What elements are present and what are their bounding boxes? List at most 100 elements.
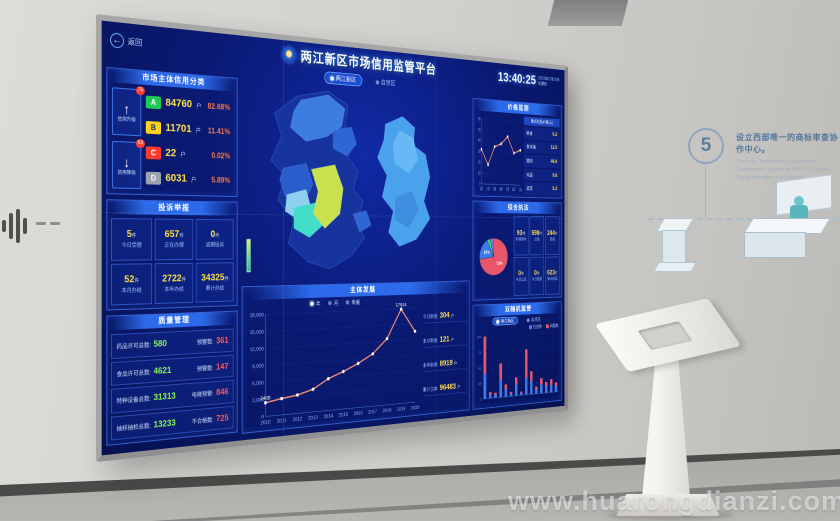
price-list: 重点商品价格(元) 粮食 6.2 食用油 12.5 xyxy=(523,116,560,196)
price-row: 蔬菜 5.2 xyxy=(523,182,560,196)
credit-rows: A 84760 户 82.68% B 11701 户 11.41% xyxy=(145,90,233,192)
quality-total: 4621 xyxy=(153,364,172,376)
kiosk-column xyxy=(642,350,690,498)
svg-text:2013: 2013 xyxy=(308,415,318,422)
stat-label: 今日立案 xyxy=(515,277,527,282)
credit-downgrade-box[interactable]: 63 ↓ 信用降级 xyxy=(111,138,145,190)
upgrade-badge: 76 xyxy=(135,86,145,96)
grade-c-percent: 0.02% xyxy=(211,150,231,161)
stat-label: 今日受理 xyxy=(121,243,142,250)
mode-label: 季度 xyxy=(351,300,361,307)
radio-dot-icon xyxy=(328,300,332,306)
radio-dot-icon xyxy=(329,75,334,81)
mode-toggle-year[interactable]: 年 xyxy=(310,299,321,308)
price-item-name: 粮食 xyxy=(526,131,533,137)
warning-value: 361 xyxy=(216,335,229,346)
map-svg xyxy=(242,78,470,281)
mode-toggle-month[interactable]: 月 xyxy=(328,299,338,307)
unit-label: 户 xyxy=(450,313,455,319)
enforcement-panel: 综合执法 73% 19% 93件 新增案件 598件 立案 244件 结案 0件 今日立案 0件今… xyxy=(472,200,562,301)
svg-text:2月: 2月 xyxy=(486,186,489,192)
stat-value: 598件 xyxy=(531,229,543,237)
kiosk-base xyxy=(616,494,720,516)
svg-text:3月: 3月 xyxy=(493,187,496,193)
region-tab-label: 自贸区 xyxy=(380,79,396,88)
wall-step-title-en: The only Trademark Examination Cooperati… xyxy=(736,159,832,181)
wall-step-number: 5 xyxy=(688,128,724,164)
grade-a-chip: A xyxy=(145,95,161,109)
stat-cell: 657件 正在办理 xyxy=(154,218,194,260)
svg-text:50: 50 xyxy=(478,367,481,371)
price-item-name: 鸡蛋 xyxy=(526,173,533,179)
credit-upgrade-box[interactable]: 76 ↑ 信用升级 xyxy=(111,86,145,137)
svg-text:0: 0 xyxy=(479,181,480,186)
price-item-name: 猪肉 xyxy=(526,159,533,165)
stat-cell: 0件 今日结案 xyxy=(529,256,545,296)
downgrade-label: 信用降级 xyxy=(117,169,136,176)
region-tab-ftz[interactable]: 自贸区 xyxy=(370,75,400,90)
development-stat: 本年新增: 8919 户 xyxy=(422,357,466,373)
quality-label: 食品许可总数: xyxy=(116,370,151,379)
svg-text:0: 0 xyxy=(261,415,264,421)
svg-text:60: 60 xyxy=(478,116,481,121)
stat-cell: 0件 今日立案 xyxy=(513,256,529,297)
svg-text:50: 50 xyxy=(478,127,481,132)
region-tab-liangjiang[interactable]: 两江新区 xyxy=(323,71,362,87)
grade-d-percent: 5.89% xyxy=(211,175,231,185)
svg-text:17934: 17934 xyxy=(396,303,407,309)
watermark: www.huarongdianzi.com xyxy=(507,486,840,516)
price-item-value: 6.2 xyxy=(552,132,558,138)
warning-value: 147 xyxy=(216,361,229,372)
complaints-panel: 投诉举报 5件 今日受理 657件 正在办理 0件 逾期投诉 52件 本月办结 2722件 本年办… xyxy=(106,199,238,311)
svg-text:30: 30 xyxy=(478,149,481,154)
stat-cell: 244件 结案 xyxy=(545,216,560,255)
mode-toggle-quarter[interactable]: 季度 xyxy=(345,298,361,307)
svg-text:40: 40 xyxy=(478,138,481,143)
grade-c-count: 22 xyxy=(165,147,177,160)
stat-value: 34325件 xyxy=(201,272,229,284)
svg-text:2408: 2408 xyxy=(260,395,270,402)
quality-row: 药品许可总数: 580 预警数: 361 xyxy=(111,328,234,359)
quality-label: 抽样抽检总数: xyxy=(116,423,151,433)
stat-value: 244件 xyxy=(547,229,558,237)
svg-text:73%: 73% xyxy=(496,262,503,267)
map-color-legend xyxy=(246,239,251,273)
stat-cell: 598件 立案 xyxy=(529,216,545,255)
development-line-chart: 0 3,000 6,000 9,000 12,000 15,000 18,000 2010 20… xyxy=(250,303,420,427)
downgrade-badge: 63 xyxy=(135,138,145,149)
radio-dot-icon xyxy=(375,79,379,85)
stat-cell: 93件 新增案件 xyxy=(513,215,529,256)
legend-item-checks: 检查数 xyxy=(529,324,542,330)
complaint-stats: 5件 今日受理 657件 正在办理 0件 逾期投诉 52件 本月办结 2722件 本年办结 3432… xyxy=(107,214,237,309)
svg-text:6,000: 6,000 xyxy=(252,381,263,388)
price-item-name: 蔬菜 xyxy=(526,186,533,192)
inspection-tab-ftz[interactable]: 自贸区 xyxy=(524,315,544,324)
stat-cell: 34325件 累计办结 xyxy=(196,261,234,303)
tab-label: 两江新区 xyxy=(500,319,515,325)
price-item-name: 食用油 xyxy=(526,145,536,151)
random-inspection-panel: 双随机监管 两江新区 自贸区 xyxy=(472,301,562,410)
entity-development-panel: 主体发展 年 月 xyxy=(241,280,470,434)
warning-label: 不合格数: xyxy=(191,417,214,426)
svg-text:10: 10 xyxy=(478,171,481,176)
region-tab-label: 两江新区 xyxy=(335,75,357,84)
stat-cell: 5件今日受理 xyxy=(111,218,152,261)
stat-label: 立案 xyxy=(534,237,540,242)
stat-label: 今日结案 xyxy=(531,277,543,282)
svg-text:2012: 2012 xyxy=(293,417,303,424)
stat-value: 0件 xyxy=(534,269,540,277)
grade-a-percent: 82.68% xyxy=(207,101,231,112)
svg-text:5月: 5月 xyxy=(506,187,509,193)
sound-bars-icon xyxy=(2,206,28,246)
warning-label: 电梯预警: xyxy=(191,391,214,400)
quality-total: 580 xyxy=(153,338,167,350)
district-map[interactable] xyxy=(242,78,470,281)
mode-label: 年 xyxy=(316,302,321,308)
development-chart: 年 月 季度 xyxy=(243,294,420,432)
unit-label: 户 xyxy=(450,337,455,343)
svg-text:18,000: 18,000 xyxy=(250,313,264,319)
svg-text:1月: 1月 xyxy=(480,186,483,192)
stat-value: 5件 xyxy=(126,229,137,241)
inspection-bar-chart: 0 25 50 75 100 xyxy=(475,329,559,406)
